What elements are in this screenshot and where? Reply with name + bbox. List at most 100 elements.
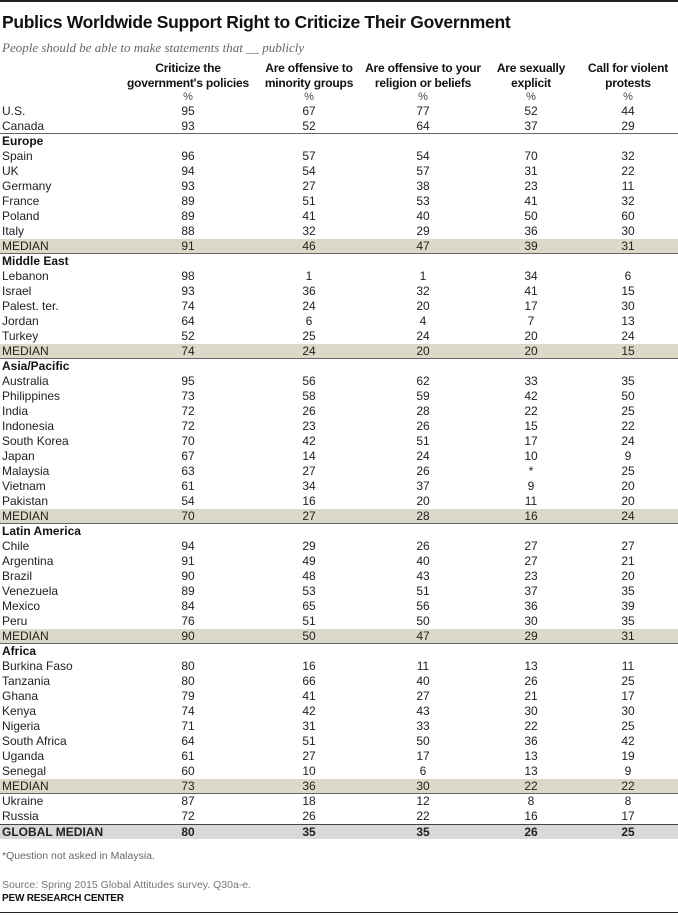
cell-value: 51 xyxy=(302,194,316,208)
cell-value: 27 xyxy=(416,689,430,703)
cell-value: 94 xyxy=(181,539,195,553)
region-header: Latin America xyxy=(0,524,678,539)
cell-value: 36 xyxy=(524,734,538,748)
page-title: Publics Worldwide Support Right to Criti… xyxy=(2,12,511,32)
cell-value: 6 xyxy=(305,314,313,328)
cell-value: 33 xyxy=(416,719,430,733)
column-header-line: government's policies xyxy=(126,76,250,90)
table-row: Vietnam 61 34 37 9 20 xyxy=(0,479,678,494)
cell-value: 30 xyxy=(524,704,538,718)
cell-value: 71 xyxy=(181,719,195,733)
median-row: MEDIAN 91 46 47 39 31 xyxy=(0,239,678,254)
cell-value: 40 xyxy=(416,674,430,688)
cell-value: 53 xyxy=(302,584,316,598)
cell-value: 65 xyxy=(302,599,316,613)
cell-value: 31 xyxy=(302,719,316,733)
row-label: Ghana xyxy=(2,689,39,703)
cell-value: 13 xyxy=(524,659,538,673)
cell-value: 25 xyxy=(621,464,635,478)
cell-value: 35 xyxy=(621,614,635,628)
table-row: Ghana 79 41 27 21 17 xyxy=(0,689,678,704)
column-header-line: Are sexually xyxy=(496,61,566,75)
cell-value: 64 xyxy=(181,314,195,328)
cell-value: 48 xyxy=(302,569,316,583)
cell-value: 41 xyxy=(302,689,316,703)
cell-value: 29 xyxy=(524,629,538,643)
cell-value: 91 xyxy=(181,554,195,568)
column-header-line: Are offensive to your xyxy=(365,61,481,75)
cell-value: 70 xyxy=(181,434,195,448)
cell-value: 25 xyxy=(621,825,635,839)
table-row: U.S. 95 67 77 52 44 xyxy=(0,104,678,119)
row-label: Brazil xyxy=(2,569,33,583)
cell-value: 31 xyxy=(621,629,635,643)
cell-value: 9 xyxy=(527,479,535,493)
cell-value: 87 xyxy=(181,794,195,808)
table-row: Japan 67 14 24 10 9 xyxy=(0,449,678,464)
brand-logo: PEW RESEARCH CENTER xyxy=(2,893,124,904)
column-header-line: Criticize the xyxy=(155,61,221,75)
cell-value: 17 xyxy=(621,809,635,823)
cell-value: 54 xyxy=(302,164,316,178)
cell-value: 38 xyxy=(416,179,430,193)
cell-value: 93 xyxy=(181,284,195,298)
cell-value: 98 xyxy=(181,269,195,283)
row-label: Jordan xyxy=(2,314,39,328)
table-row: Mexico 84 65 56 36 39 xyxy=(0,599,678,614)
cell-value: 32 xyxy=(621,149,635,163)
cell-value: 61 xyxy=(181,749,195,763)
cell-value: 23 xyxy=(524,569,538,583)
cell-value: 52 xyxy=(302,119,316,133)
table-row: Spain 96 57 54 70 32 xyxy=(0,149,678,164)
cell-value: 31 xyxy=(524,164,538,178)
cell-value: 39 xyxy=(621,599,635,613)
cell-value: 24 xyxy=(302,299,316,313)
cell-value: 43 xyxy=(416,569,430,583)
cell-value: 24 xyxy=(621,509,635,523)
unit-label: % xyxy=(304,91,314,103)
cell-value: 27 xyxy=(302,749,316,763)
cell-value: 72 xyxy=(181,404,195,418)
cell-value: 32 xyxy=(416,284,430,298)
footnote: *Question not asked in Malaysia. xyxy=(2,850,155,862)
row-label: Germany xyxy=(2,179,52,193)
cell-value: 94 xyxy=(181,164,195,178)
cell-value: 90 xyxy=(181,629,195,643)
cell-value: 28 xyxy=(416,404,430,418)
column-header-line: explicit xyxy=(511,76,551,90)
cell-value: 50 xyxy=(524,209,538,223)
cell-value: 20 xyxy=(621,479,635,493)
cell-value: 15 xyxy=(621,344,635,358)
column-header-line: Call for violent xyxy=(587,61,669,75)
cell-value: 8 xyxy=(527,794,535,808)
table-row: Israel 93 36 32 41 15 xyxy=(0,284,678,299)
cell-value: 37 xyxy=(524,119,538,133)
cell-value: 57 xyxy=(416,164,430,178)
cell-value: 36 xyxy=(302,284,316,298)
table-row: Lebanon 98 1 1 34 6 xyxy=(0,269,678,284)
cell-value: 89 xyxy=(181,194,195,208)
cell-value: 22 xyxy=(621,164,635,178)
cell-value: 22 xyxy=(524,719,538,733)
cell-value: 20 xyxy=(621,494,635,508)
cell-value: 11 xyxy=(416,659,430,673)
cell-value: 36 xyxy=(524,224,538,238)
table-row: Germany 93 27 38 23 11 xyxy=(0,179,678,194)
region-header: Africa xyxy=(0,644,678,659)
cell-value: 19 xyxy=(621,749,635,763)
cell-value: 63 xyxy=(181,464,195,478)
top-rule xyxy=(0,0,678,2)
cell-value: 33 xyxy=(524,374,538,388)
global-median-row: GLOBAL MEDIAN 80 35 35 26 25 xyxy=(0,824,678,839)
row-label: Europe xyxy=(2,134,44,148)
row-label: Middle East xyxy=(2,254,69,268)
cell-value: 28 xyxy=(416,509,430,523)
median-row: MEDIAN 73 36 30 22 22 xyxy=(0,779,678,794)
cell-value: 77 xyxy=(416,104,430,118)
row-label: Turkey xyxy=(2,329,39,343)
row-label: Senegal xyxy=(2,764,47,778)
cell-value: 1 xyxy=(305,269,313,283)
cell-value: 35 xyxy=(621,584,635,598)
cell-value: 54 xyxy=(181,494,195,508)
cell-value: 26 xyxy=(524,825,538,839)
